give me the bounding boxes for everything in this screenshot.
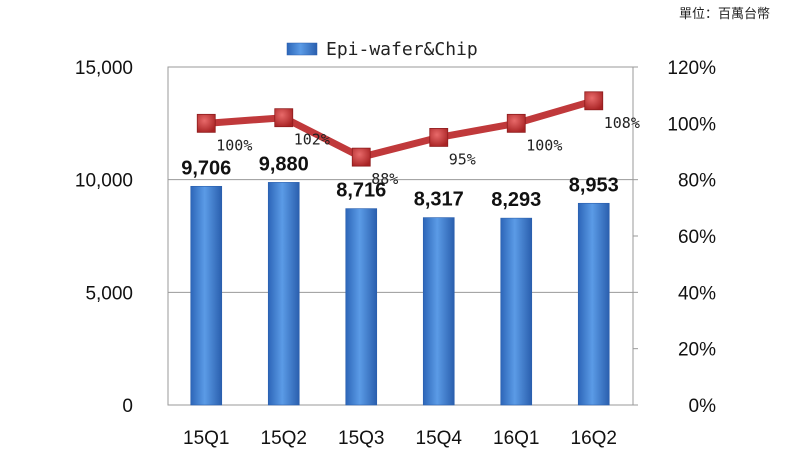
right-tick-label: 100%	[667, 114, 716, 135]
line-marker	[506, 113, 526, 133]
x-tick-label: 15Q2	[261, 428, 307, 449]
bar-data-label: 8,953	[569, 174, 619, 196]
right-tick-label: 0%	[689, 396, 717, 417]
bar	[267, 182, 300, 406]
bar-data-label: 8,293	[491, 189, 541, 211]
unit-note: 單位：百萬台幣	[679, 7, 770, 22]
x-tick-label: 16Q1	[493, 428, 539, 449]
bar-data-label: 8,716	[336, 180, 386, 202]
x-tick-label: 16Q2	[571, 428, 617, 449]
right-tick-label: 60%	[678, 227, 716, 248]
gridlines	[168, 179, 633, 293]
bar-data-label: 8,317	[414, 189, 464, 211]
x-tick-label: 15Q4	[416, 428, 463, 449]
x-tick-label: 15Q1	[183, 428, 229, 449]
bar	[422, 217, 455, 406]
bar-series	[190, 182, 610, 406]
left-tick-label: 0	[122, 396, 133, 417]
left-tick-label: 10,000	[75, 171, 133, 192]
bar	[345, 208, 378, 406]
right-axis: 0% 20% 40% 60% 80% 100% 120%	[667, 58, 716, 417]
line-data-label: 108%	[604, 114, 640, 132]
series-line	[202, 97, 598, 161]
legend: Epi-wafer&Chip	[286, 39, 478, 60]
left-axis: 0 5,000 10,000 15,000	[75, 58, 133, 417]
line-marker	[274, 108, 294, 128]
right-tick-label: 20%	[678, 340, 716, 361]
line-data-labels: 100% 102% 88% 95% 100% 108%	[216, 114, 640, 188]
x-tick-label: 15Q3	[338, 428, 384, 449]
line-marker	[584, 91, 604, 111]
legend-swatch	[286, 42, 318, 56]
line-data-label: 100%	[216, 136, 252, 154]
x-axis: 15Q1 15Q2 15Q3 15Q4 16Q1 16Q2	[183, 428, 617, 449]
right-tick-label: 80%	[678, 171, 716, 192]
bar-data-label: 9,880	[259, 153, 309, 175]
line-data-label: 102%	[294, 131, 330, 149]
line-data-label: 95%	[449, 150, 476, 168]
bar	[577, 202, 610, 406]
bar-data-labels: 9,706 9,880 8,716 8,317 8,293 8,953	[181, 153, 619, 211]
line-series	[196, 91, 604, 167]
left-tick-label: 5,000	[85, 283, 133, 304]
line-data-label: 88%	[371, 170, 398, 188]
legend-label: Epi-wafer&Chip	[326, 39, 478, 60]
line-marker	[429, 128, 449, 147]
right-tick-label: 120%	[667, 58, 716, 79]
line-marker	[196, 113, 216, 133]
line-marker	[351, 147, 371, 167]
bar	[190, 185, 223, 406]
right-axis-tick-marks	[633, 66, 638, 406]
left-tick-label: 15,000	[75, 58, 133, 79]
line-data-label: 100%	[526, 136, 562, 154]
bar	[500, 217, 533, 406]
right-tick-label: 40%	[678, 283, 716, 304]
bar-data-label: 9,706	[181, 157, 231, 179]
